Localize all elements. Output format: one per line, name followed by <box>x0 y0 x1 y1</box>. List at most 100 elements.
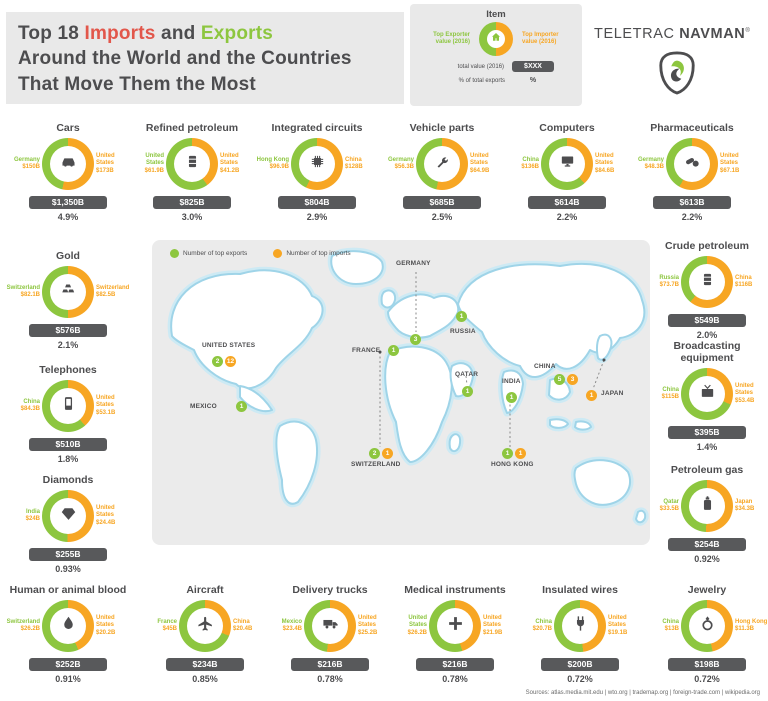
top-exporter-label: Russia $73.7B <box>643 275 679 289</box>
percent-of-total-exports: 4.9% <box>57 212 79 222</box>
donut-chart <box>416 138 468 190</box>
percent-of-total-exports: 0.72% <box>567 674 593 684</box>
import-count-badge: 1 <box>586 390 597 401</box>
percent-of-total-exports: 2.2% <box>681 212 703 222</box>
donut-hole <box>50 608 86 644</box>
importer-country: United States <box>720 153 739 167</box>
sources-line: Sources: atlas.media.mit.edu | wto.org |… <box>525 690 760 696</box>
key-percent-value: % <box>529 77 537 84</box>
trade-item-card: Computers China $136B United States $84.… <box>508 110 626 222</box>
importer-country: United States <box>595 153 614 167</box>
importer-value: $82.5B <box>96 292 116 298</box>
donut-chart <box>681 480 733 532</box>
total-value-badge: $613B <box>653 196 731 209</box>
donut-row: Switzerland $26.2B United States $20.2B <box>7 600 127 652</box>
trade-item-card: Jewelry China $13B Hong Kong $11.3B $198… <box>648 572 768 684</box>
teletrac-navman-shield-icon <box>659 51 695 95</box>
map-country-label: MEXICO <box>190 403 217 410</box>
export-count-badge: 3 <box>410 334 421 345</box>
top-importer-label: United States $173B <box>96 153 132 175</box>
top-importer-label: United States $84.6B <box>595 153 631 175</box>
exporter-value: $33.5B <box>659 506 679 512</box>
export-count-badge: 1 <box>456 311 467 322</box>
percent-of-total-exports: 0.93% <box>55 564 81 574</box>
item-title: Refined petroleum <box>145 121 239 134</box>
trade-item-card: Vehicle parts Germany $56.3B United Stat… <box>383 110 501 222</box>
item-title: Telephones <box>39 363 97 376</box>
top-exporter-label: Mexico $23.4B <box>266 619 302 633</box>
exporter-value: $24B <box>25 516 40 522</box>
exporter-country: Qatar <box>663 498 679 505</box>
export-count-badge: 2 <box>212 356 223 367</box>
total-value-badge: $255B <box>29 548 107 561</box>
diamond-icon <box>60 505 77 527</box>
top-importer-label: Hong Kong $11.3B <box>735 619 768 633</box>
export-dot-icon <box>170 249 179 258</box>
trade-item-card: Telephones China $84.3B United States $5… <box>9 352 127 464</box>
exporter-value: $150B <box>22 164 40 170</box>
exporter-value: $13B <box>664 626 679 632</box>
item-title: Gold <box>56 249 80 262</box>
donut-chart <box>681 256 733 308</box>
map-country-badges: 1 <box>388 345 399 356</box>
exporter-country: Germany <box>13 156 40 163</box>
top-importer-label: United States $24.4B <box>96 505 132 527</box>
importer-country: United States <box>96 615 115 629</box>
top-exporter-label: Germany $56.3B <box>378 157 414 171</box>
import-count-badge: 3 <box>567 374 578 385</box>
top-exporter-label: Hong Kong $96.9B <box>253 157 289 171</box>
export-count-badge: 1 <box>388 345 399 356</box>
donut-hole <box>50 274 86 310</box>
percent-of-total-exports: 1.8% <box>57 454 79 464</box>
total-value-badge: $685B <box>403 196 481 209</box>
truck-icon <box>322 615 339 637</box>
key-total-label: total value (2016) <box>457 63 505 70</box>
top-importer-label: United States $20.2B <box>96 615 132 637</box>
top-importer-label: United States $53.1B <box>96 395 132 417</box>
oil-barrel-icon <box>184 153 201 175</box>
donut-row: China $20.7B United States $19.1B <box>521 600 639 652</box>
map-country-badges: 3 <box>410 334 421 345</box>
exporter-value: $23.4B <box>282 626 302 632</box>
donut-hole <box>437 608 473 644</box>
import-dot-icon <box>273 249 283 258</box>
wire-icon <box>572 615 589 637</box>
total-value-badge: $510B <box>29 438 107 451</box>
percent-of-total-exports: 2.0% <box>696 330 718 340</box>
item-title: Diamonds <box>42 473 94 486</box>
import-count-badge: 12 <box>225 356 236 367</box>
export-count-badge: 2 <box>369 448 380 459</box>
key-percent-label: % of total exports <box>458 77 505 84</box>
item-title: Broadcasting equipment <box>673 340 741 364</box>
registered-mark: ® <box>745 28 751 35</box>
broadcast-icon <box>699 383 716 405</box>
trade-item-card: Petroleum gas Qatar $33.5B Japan $34.3B … <box>648 452 766 564</box>
total-value-badge: $216B <box>291 658 369 671</box>
donut-chart <box>42 266 94 318</box>
importer-country: United States <box>358 615 377 629</box>
item-title: Aircraft <box>186 583 224 596</box>
total-value-badge: $1,350B <box>29 196 107 209</box>
phone-icon <box>60 395 77 417</box>
top-exporter-label: Qatar $33.5B <box>643 499 679 513</box>
donut-row: Hong Kong $96.9B China $128B <box>257 138 376 190</box>
percent-of-total-exports: 2.5% <box>431 212 453 222</box>
gas-canister-icon <box>699 495 716 517</box>
importer-country: United States <box>470 153 489 167</box>
trade-item-card: Broadcasting equipment China $115B Unite… <box>648 340 766 452</box>
pills-icon <box>684 153 701 175</box>
top-exporter-label: China $115B <box>643 387 679 401</box>
importer-value: $53.4B <box>735 397 755 404</box>
exporter-country: Russia <box>659 274 679 281</box>
trade-item-card: Integrated circuits Hong Kong $96.9B Chi… <box>257 110 376 222</box>
donut-row: Russia $73.7B China $116B <box>648 256 766 308</box>
logo-teletrac-text: TELETRAC <box>594 26 675 42</box>
percent-of-total-exports: 2.2% <box>556 212 578 222</box>
oil-barrel-icon <box>699 271 716 293</box>
trade-item-card: Diamonds India $24B United States $24.4B… <box>9 462 127 574</box>
top-exporter-label: India $24B <box>4 509 40 523</box>
exporter-country: Switzerland <box>6 618 40 625</box>
donut-hole <box>424 146 460 182</box>
map-country-badges: 1 <box>462 386 473 397</box>
donut-hole <box>312 608 348 644</box>
